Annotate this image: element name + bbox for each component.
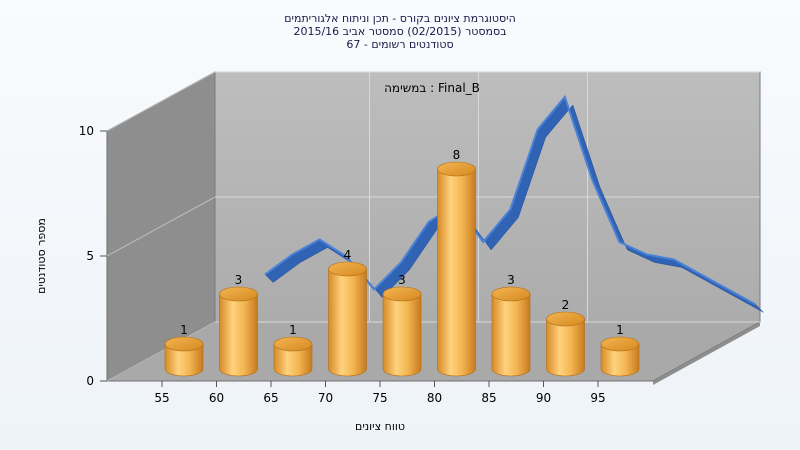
y-tick-label: 10 — [79, 124, 94, 138]
bar-value-label: 1 — [616, 323, 624, 337]
y-tick-label: 0 — [86, 374, 94, 388]
bar-value-label: 4 — [344, 248, 352, 262]
floor-edge — [653, 322, 760, 385]
bar-top — [546, 311, 585, 327]
x-tick-label: 90 — [536, 391, 551, 405]
bar-70: 4 — [328, 248, 367, 377]
bar-series: 1 3 1 4 3 8 3 2 1 — [164, 148, 640, 377]
bar-value-label: 3 — [398, 273, 406, 287]
bar-top — [600, 336, 640, 352]
bar-value-label: 1 — [180, 323, 188, 337]
bar-body — [382, 293, 422, 377]
bar-body — [546, 318, 585, 377]
bar-top — [273, 336, 313, 352]
x-tick-label: 55 — [154, 391, 169, 405]
bar-85: 3 — [491, 273, 531, 377]
bar-body — [491, 293, 531, 377]
bar-top — [219, 286, 258, 302]
chart-subtitle: במשימה : Final_B — [384, 81, 480, 95]
bar-value-label: 8 — [453, 148, 461, 162]
x-tick-label: 70 — [318, 391, 333, 405]
curve-edge — [264, 94, 757, 306]
bar-value-label: 1 — [289, 323, 297, 337]
title-line-1: היסטוגרמת ציונים בקורס - תכן וניתוח אלגו… — [284, 12, 516, 25]
x-tick-label: 80 — [427, 391, 442, 405]
bar-body — [437, 168, 476, 377]
y-axis-ticks: 0 5 10 — [79, 124, 107, 388]
x-tick-label: 95 — [590, 391, 605, 405]
x-tick-label: 85 — [481, 391, 496, 405]
bar-top — [491, 286, 531, 302]
bar-body — [273, 343, 313, 377]
bar-value-label: 3 — [235, 273, 243, 287]
bar-value-label: 2 — [562, 298, 570, 312]
bar-body — [219, 293, 258, 377]
bar-95: 1 — [600, 323, 640, 377]
x-tick-label: 60 — [209, 391, 224, 405]
grid-line-side — [106, 196, 216, 257]
x-axis-ticks: 55 60 65 70 75 80 85 90 95 — [154, 381, 606, 405]
title-line-2: בסמסטר (02/2015) סמסטר אביב 2015/16 — [293, 25, 506, 38]
bar-55: 1 — [164, 323, 204, 377]
bar-65: 1 — [273, 323, 313, 377]
bar-80: 8 — [437, 148, 476, 377]
bar-top — [437, 161, 476, 177]
bar-90: 2 — [546, 298, 585, 377]
bar-top — [328, 261, 367, 277]
y-axis-title: מספר סטודנטים — [35, 218, 48, 294]
bar-top — [164, 336, 204, 352]
bar-value-label: 3 — [507, 273, 515, 287]
bar-60: 3 — [219, 273, 258, 377]
bar-75: 3 — [382, 273, 422, 377]
bar-body — [328, 268, 367, 377]
bar-top — [382, 286, 422, 302]
x-tick-label: 65 — [263, 391, 278, 405]
grid-line-side — [106, 71, 216, 132]
y-tick-label: 5 — [86, 249, 94, 263]
chart-floor — [106, 321, 761, 382]
title-line-3: סטודנטים רשומים - 67 — [346, 38, 453, 51]
bar-body — [164, 343, 204, 377]
grid-lines — [106, 71, 760, 382]
x-tick-label: 75 — [372, 391, 387, 405]
grid-line-side — [106, 321, 216, 382]
bar-body — [600, 343, 640, 377]
x-axis-title: טווח ציונים — [355, 420, 405, 433]
